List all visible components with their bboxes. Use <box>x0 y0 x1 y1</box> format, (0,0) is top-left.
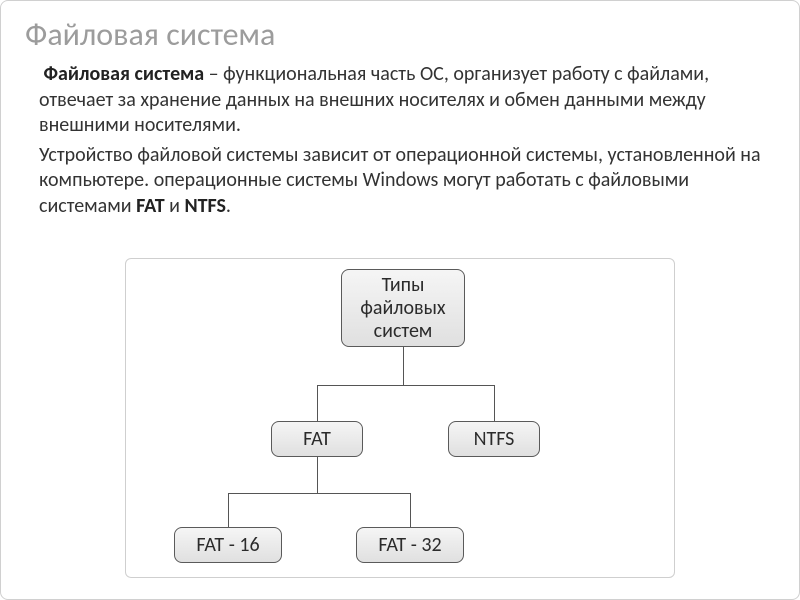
body-text: Файловая система – функциональная часть … <box>1 62 799 220</box>
node-fat: FAT <box>271 421 363 457</box>
connector-root_stub <box>403 347 404 385</box>
connector-mid_rail <box>228 493 410 494</box>
node-root: Типыфайловыхсистем <box>341 269 465 347</box>
connector-to_fat16 <box>228 493 229 527</box>
connector-to_fat <box>317 385 318 421</box>
connector-to_fat32 <box>410 493 411 527</box>
node-fat32: FAT - 32 <box>356 527 464 563</box>
slide-title: Файловая система <box>1 1 799 62</box>
diagram-container: Типыфайловыхсистем FAT NTFS FAT - 16 FAT - 3… <box>125 258 675 578</box>
paragraph-2: Устройство файловой системы зависит от о… <box>39 143 769 220</box>
connector-to_ntfs <box>494 385 495 421</box>
p2-end: . <box>226 194 231 218</box>
term-bold: Файловая система <box>44 62 205 86</box>
node-fat16: FAT - 16 <box>174 527 282 563</box>
node-ntfs: NTFS <box>448 421 540 457</box>
p2-mid: и <box>165 194 185 218</box>
connector-top_rail <box>317 385 494 386</box>
connector-fat_stub <box>317 457 318 493</box>
p2-fat: FAT <box>136 194 165 218</box>
paragraph-1: Файловая система – функциональная часть … <box>39 62 769 139</box>
p2-ntfs: NTFS <box>184 194 225 218</box>
tree-diagram: Типыфайловыхсистем FAT NTFS FAT - 16 FAT - 3… <box>126 259 674 577</box>
